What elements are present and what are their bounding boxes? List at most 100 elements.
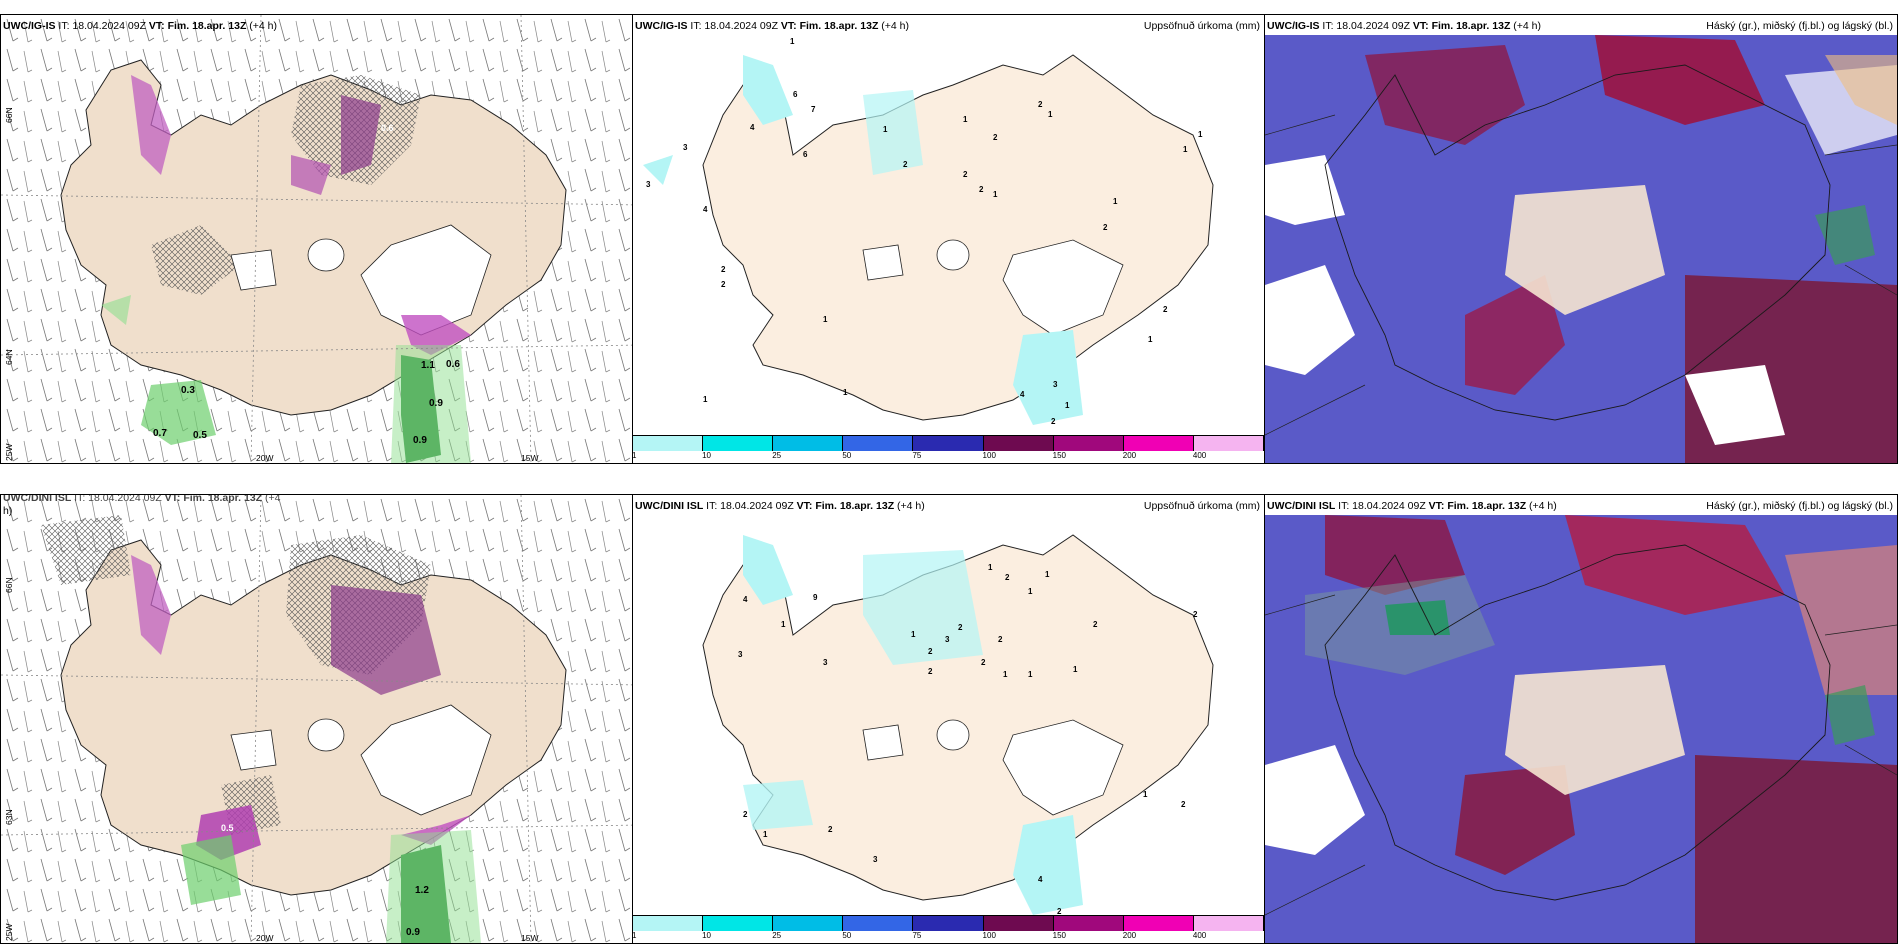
precip-value: 1 xyxy=(1048,110,1053,119)
panel-variable-label: Uppsöfnuð úrkoma (mm) xyxy=(1143,500,1260,512)
colorbar-tick-label: 50 xyxy=(842,451,852,460)
precip-value: 3 xyxy=(945,635,950,644)
wind-value: 0.9 xyxy=(429,398,443,409)
colorbar-tick-label: 200 xyxy=(1122,451,1137,460)
precip-value: 1 xyxy=(1198,130,1203,139)
colorbar-tick-label: 100 xyxy=(982,451,996,460)
precip-value: 2 xyxy=(721,280,726,289)
colorbar-swatch xyxy=(843,436,914,451)
map-panel-clouds-dini: UWC/DINI ISL IT: 18.04.2024 09Z VT: Fim.… xyxy=(1264,494,1898,944)
precip-value: 3 xyxy=(683,143,688,152)
precip-colorbar: 1 10 25 50 75 100 150 200 400 xyxy=(633,915,1264,943)
precip-value: 6 xyxy=(793,90,798,99)
colorbar-tick-label: 1 xyxy=(632,451,637,460)
wind-value: 1.1 xyxy=(421,360,435,371)
precip-value: 1 xyxy=(1148,335,1153,344)
precip-value: 2 xyxy=(1038,100,1043,109)
precip-value: 7 xyxy=(811,105,816,114)
map-panel-wind-dini: UWC/DINI ISL IT: 18.04.2024 09Z VT: Fim.… xyxy=(0,494,633,944)
colorbar-swatch xyxy=(1053,916,1124,931)
precip-value: 3 xyxy=(873,855,878,864)
wind-value: 0.5 xyxy=(221,823,234,833)
precip-value: 3 xyxy=(646,180,651,189)
panel-title: UWC/IG-IS IT: 18.04.2024 09Z VT: Fim. 18… xyxy=(1267,20,1541,32)
colorbar-swatch xyxy=(773,916,844,931)
precip-value: 1 xyxy=(883,125,888,134)
panel-variable-label: Háský (gr.), miðský (fj.bl.) og lágský (… xyxy=(1706,20,1893,32)
precip-value: 1 xyxy=(1045,570,1050,579)
lat-label: 63N xyxy=(4,809,14,825)
panel-title: UWC/IG-IS IT: 18.04.2024 09Z VT: Fim. 18… xyxy=(635,20,909,32)
panel-title: UWC/IG-IS IT: 18.04.2024 09Z VT: Fim. 18… xyxy=(3,20,277,32)
precip-value: 4 xyxy=(743,595,748,604)
colorbar-swatch xyxy=(1193,436,1264,451)
panel-title: UWC/DINI ISL IT: 18.04.2024 09Z VT: Fim.… xyxy=(635,500,925,512)
colorbar-swatch xyxy=(773,436,844,451)
precip-value: 1 xyxy=(790,37,795,46)
precip-value: 2 xyxy=(743,810,748,819)
colorbar-tick-label: 150 xyxy=(1052,931,1067,940)
lat-label: 64N xyxy=(4,349,14,365)
precip-value: 2 xyxy=(1093,620,1098,629)
colorbar-swatch xyxy=(633,436,704,451)
colorbar-tick-label: 200 xyxy=(1122,931,1137,940)
wind-value: 0.9 xyxy=(406,927,420,938)
wind-value: 0.6 xyxy=(446,359,460,370)
cloud-map xyxy=(1265,35,1897,463)
precip-value: 2 xyxy=(1163,305,1168,314)
wind-value: 0.6 xyxy=(381,123,394,133)
precip-value: 2 xyxy=(1051,417,1056,426)
precip-value: 2 xyxy=(993,133,998,142)
precip-value: 2 xyxy=(998,635,1003,644)
colorbar-tick-label: 1 xyxy=(632,931,637,940)
precip-value: 2 xyxy=(963,170,968,179)
precip-value: 2 xyxy=(1057,907,1062,916)
precip-value: 2 xyxy=(958,623,963,632)
precip-value: 1 xyxy=(1028,587,1033,596)
colorbar-swatch xyxy=(1193,916,1264,931)
colorbar-swatch xyxy=(1053,436,1124,451)
precip-value: 2 xyxy=(828,825,833,834)
colorbar-tick-label: 150 xyxy=(1052,451,1067,460)
precip-value: 1 xyxy=(993,190,998,199)
wind-value: 0.7 xyxy=(153,428,167,439)
precip-value: 4 xyxy=(1038,875,1043,884)
lon-label: 15W xyxy=(521,933,539,943)
lat-label: 66N xyxy=(4,577,14,593)
lon-label: 15W xyxy=(521,453,539,463)
precip-value: 2 xyxy=(981,658,986,667)
colorbar-tick-label: 100 xyxy=(982,931,996,940)
wind-value: 1.2 xyxy=(415,885,429,896)
lon-label: 20W xyxy=(256,453,274,463)
precip-value: 1 xyxy=(988,563,993,572)
wind-value: 0.3 xyxy=(181,385,195,396)
precip-value: 1 xyxy=(703,395,708,404)
lat-label: 25W xyxy=(4,923,14,941)
lat-label: 66N xyxy=(4,107,14,123)
wind-map xyxy=(1,15,632,463)
precip-value: 4 xyxy=(703,205,708,214)
precip-value: 3 xyxy=(738,650,743,659)
map-panel-clouds-igis: UWC/IG-IS IT: 18.04.2024 09Z VT: Fim. 18… xyxy=(1264,14,1898,464)
panel-title-wrap: h) xyxy=(3,505,13,517)
precip-value: 1 xyxy=(843,388,848,397)
precip-value: 2 xyxy=(1193,610,1198,619)
precip-colorbar: 1 10 25 50 75 100 150 200 400 xyxy=(633,435,1264,463)
colorbar-tick-label: 10 xyxy=(702,931,712,940)
precip-value: 2 xyxy=(928,667,933,676)
precip-value: 1 xyxy=(963,115,968,124)
precip-map xyxy=(643,54,1214,425)
precip-value: 3 xyxy=(1053,380,1058,389)
precip-value: 1 xyxy=(1143,790,1148,799)
colorbar-swatch xyxy=(703,436,774,451)
colorbar-swatch xyxy=(1123,916,1194,931)
colorbar-tick-label: 75 xyxy=(912,451,922,460)
wind-value: 0.5 xyxy=(193,430,207,441)
iceland-landmass xyxy=(702,54,1214,421)
precip-value: 2 xyxy=(979,185,984,194)
precip-value: 9 xyxy=(813,593,818,602)
precip-value: 2 xyxy=(1005,573,1010,582)
precip-map xyxy=(702,534,1214,915)
colorbar-swatch xyxy=(913,916,984,931)
panel-title: UWC/DINI ISL IT: 18.04.2024 09Z VT: Fim.… xyxy=(1267,500,1557,512)
